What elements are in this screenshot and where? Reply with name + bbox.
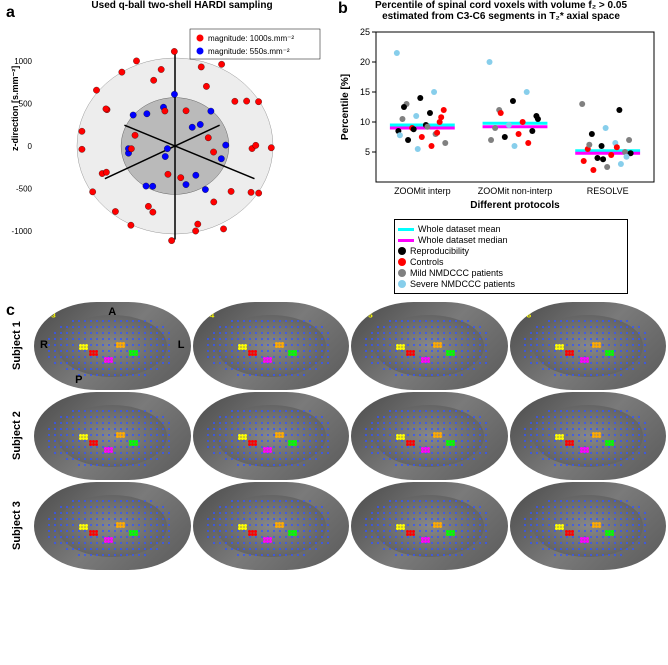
svg-text:magnitude: 550s.mm⁻²: magnitude: 550s.mm⁻² <box>208 47 290 56</box>
svg-text:10: 10 <box>360 117 370 127</box>
legend-swatch <box>398 247 406 255</box>
panel-b-legend: Whole dataset meanWhole dataset medianRe… <box>394 219 628 294</box>
panel-b-chart: 5 10 15 20 25 Percentile [%] ZOOMit interp ZOOM… <box>334 22 668 212</box>
legend-item: Reproducibility <box>398 246 624 256</box>
spinal-cord-slice <box>510 392 667 480</box>
spinal-cord-slice <box>34 482 191 570</box>
svg-text:0: 0 <box>28 142 33 151</box>
column-label: C₄ <box>201 306 215 320</box>
svg-text:Percentile [%]: Percentile [%] <box>340 74 351 140</box>
legend-label: Reproducibility <box>410 246 469 256</box>
svg-text:magnitude: 1000s.mm⁻²: magnitude: 1000s.mm⁻² <box>208 34 294 43</box>
column-label: C₆ <box>518 306 532 320</box>
svg-text:20: 20 <box>360 57 370 67</box>
fiber-overlay <box>193 482 350 570</box>
figure-container: a Used q-ball two-shell HARDI sampling z… <box>0 0 668 572</box>
legend-item: Whole dataset median <box>398 235 624 245</box>
panel-a-title: Used q-ball two-shell HARDI sampling <box>30 0 334 11</box>
fiber-overlay <box>193 392 350 480</box>
fiber-overlay <box>34 392 191 480</box>
svg-text:1000: 1000 <box>14 57 32 66</box>
svg-text:ZOOMit non-interp: ZOOMit non-interp <box>478 186 553 196</box>
legend-item: Severe NMDCCC patients <box>398 279 624 289</box>
spinal-cord-slice <box>193 482 350 570</box>
svg-text:5: 5 <box>365 147 370 157</box>
spinal-cord-slice: C₆ <box>510 302 667 390</box>
spinal-cord-slice <box>351 482 508 570</box>
panel-c-label: c <box>6 302 15 320</box>
top-row: a Used q-ball two-shell HARDI sampling z… <box>0 0 668 300</box>
spinal-cord-slice <box>193 392 350 480</box>
svg-text:15: 15 <box>360 87 370 97</box>
fiber-overlay <box>34 482 191 570</box>
anatomy-label: P <box>75 374 149 386</box>
svg-text:ZOOMit interp: ZOOMit interp <box>394 186 451 196</box>
panel-b: b Percentile of spinal cord voxels with … <box>334 0 668 300</box>
column-label: C₅ <box>359 306 373 320</box>
spinal-cord-slice <box>510 482 667 570</box>
panel-b-title1: Percentile of spinal cord voxels with vo… <box>334 0 668 11</box>
legend-label: Severe NMDCCC patients <box>410 279 515 289</box>
column-label: C₃ <box>42 306 56 320</box>
legend-label: Controls <box>410 257 444 267</box>
legend-swatch <box>398 239 414 242</box>
legend-swatch <box>398 258 406 266</box>
spinal-cord-slice: C₄ <box>193 302 350 390</box>
spinal-cord-slice: C₃ A P R L <box>34 302 191 390</box>
legend-label: Whole dataset median <box>418 235 508 245</box>
panel-a-label: a <box>6 4 15 22</box>
row-label: Subject 2 <box>2 392 32 480</box>
svg-text:Different protocols: Different protocols <box>470 200 560 211</box>
svg-text:-500: -500 <box>16 185 33 194</box>
fiber-overlay <box>510 392 667 480</box>
fiber-overlay <box>510 482 667 570</box>
svg-text:RESOLVE: RESOLVE <box>587 186 629 196</box>
legend-label: Whole dataset mean <box>418 224 501 234</box>
legend-swatch <box>398 269 406 277</box>
legend-item: Whole dataset mean <box>398 224 624 234</box>
panel-a: a Used q-ball two-shell HARDI sampling z… <box>0 0 334 300</box>
svg-text:25: 25 <box>360 27 370 37</box>
fiber-overlay <box>193 302 350 390</box>
panel-a-chart: z-direction [s.mm⁻²]y-direction [s.mm⁻²]… <box>0 11 334 291</box>
panel-c: c Subject 1C₃APRLC₄C₅C₆Subject 2Subject … <box>0 300 668 572</box>
row-label: Subject 3 <box>2 482 32 570</box>
spinal-cord-slice <box>34 392 191 480</box>
spinal-cord-slice: C₅ <box>351 302 508 390</box>
anatomy-label: R <box>40 339 48 351</box>
panel-c-grid: Subject 1C₃APRLC₄C₅C₆Subject 2Subject 3 <box>0 300 668 572</box>
legend-label: Mild NMDCCC patients <box>410 268 503 278</box>
panel-b-label: b <box>338 0 348 18</box>
anatomy-label: L <box>178 339 185 351</box>
panel-b-title2: estimated from C3-C6 segments in T₂* axi… <box>334 11 668 22</box>
fiber-overlay <box>351 302 508 390</box>
fiber-overlay <box>510 302 667 390</box>
svg-text:500: 500 <box>19 100 33 109</box>
fiber-overlay <box>351 392 508 480</box>
legend-item: Mild NMDCCC patients <box>398 268 624 278</box>
legend-swatch <box>398 228 414 231</box>
fiber-overlay <box>351 482 508 570</box>
spinal-cord-slice <box>351 392 508 480</box>
legend-item: Controls <box>398 257 624 267</box>
svg-text:-1000: -1000 <box>12 227 33 236</box>
anatomy-label: A <box>108 306 116 318</box>
legend-swatch <box>398 280 406 288</box>
